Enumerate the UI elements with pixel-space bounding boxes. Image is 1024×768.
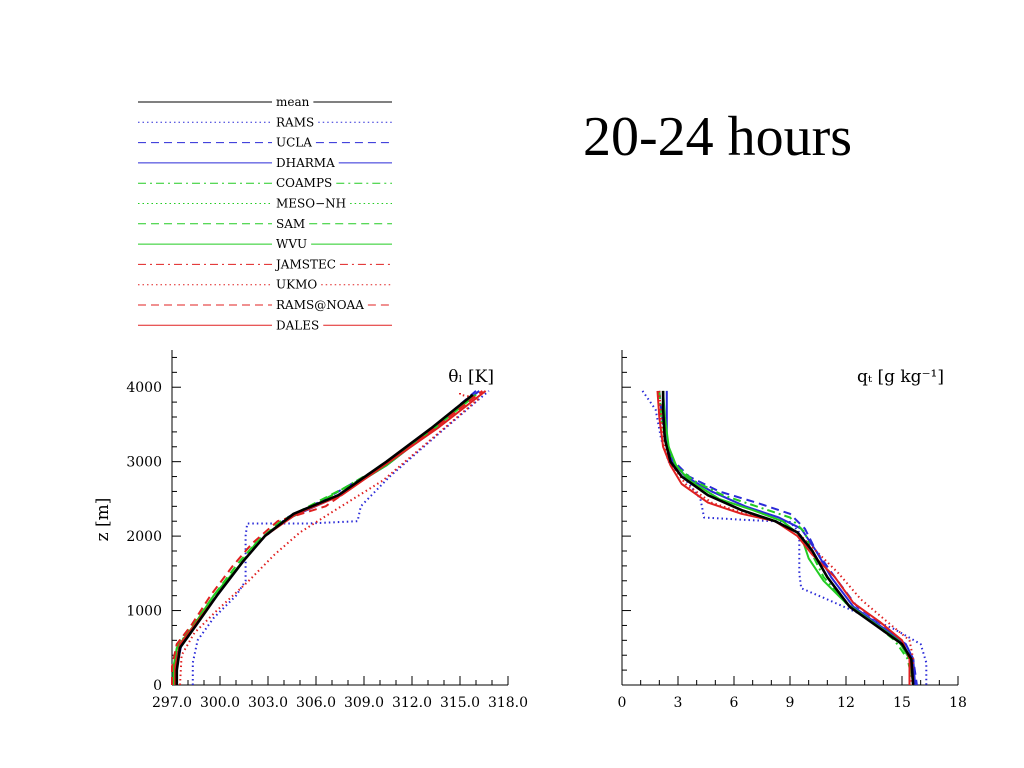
x-tick-label: 3 <box>674 695 683 711</box>
legend-label: WVU <box>276 237 307 251</box>
legend-label: DHARMA <box>276 156 335 170</box>
y-axis-title: z [m] <box>93 498 113 542</box>
y-tick-label: 1000 <box>126 604 162 620</box>
series-line-ucla <box>174 390 477 685</box>
series-line-dales <box>656 390 911 685</box>
series-line-rams <box>641 390 928 685</box>
series-line-sam <box>172 397 471 685</box>
y-tick-label: 3000 <box>126 455 162 471</box>
x-tick-label: 6 <box>730 695 739 711</box>
x-tick-label: 300.0 <box>200 695 240 711</box>
legend: mean RAMS UCLA DHARMA COAMPS MESO−NH SAM WVU JAM… <box>138 95 392 332</box>
y-tick-label: 0 <box>153 678 162 694</box>
legend-label: mean <box>276 95 310 109</box>
series-line-dales <box>174 390 487 685</box>
series-line-ukmo <box>179 390 481 686</box>
x-tick-label: 312.0 <box>392 695 432 711</box>
series-line-coamps <box>658 390 915 686</box>
legend-label: DALES <box>276 318 319 332</box>
legend-label: COAMPS <box>276 176 332 190</box>
series-line-dharma <box>175 390 480 685</box>
x-tick-label: 318.0 <box>488 695 528 711</box>
series-line-mean <box>661 390 915 686</box>
series-line-ukmo <box>658 390 915 686</box>
series-line-dharma <box>665 390 917 686</box>
y-tick-label: 4000 <box>126 380 162 396</box>
x-axis-title: qₜ [g kg⁻¹] <box>857 367 944 387</box>
series-line-wvu <box>172 393 477 685</box>
legend-label: SAM <box>276 217 305 231</box>
series-line-ucla <box>658 390 918 686</box>
x-tick-label: 297.0 <box>152 695 192 711</box>
legend-label: UCLA <box>276 136 312 150</box>
legend-label: JAMSTEC <box>274 257 336 271</box>
theta-plot: 297.0 300.0 303.0 306.0 309.0 312.0 315.0 318.0… <box>93 350 528 711</box>
x-tick-label: 303.0 <box>248 695 288 711</box>
x-tick-label: 18 <box>949 695 967 711</box>
x-tick-label: 9 <box>786 695 795 711</box>
legend-label: RAMS <box>276 115 314 129</box>
legend-label: UKMO <box>276 278 317 292</box>
x-tick-label: 12 <box>837 695 855 711</box>
qt-plot: 0 3 6 9 12 15 18 qₜ [g kg⁻¹] <box>618 350 967 711</box>
x-tick-label: 0 <box>618 695 627 711</box>
x-tick-label: 315.0 <box>440 695 480 711</box>
x-tick-label: 306.0 <box>296 695 336 711</box>
series-line-wvu <box>662 390 915 686</box>
x-tick-label: 15 <box>893 695 911 711</box>
legend-label: RAMS@NOAA <box>276 298 364 312</box>
legend-label: MESO−NH <box>276 197 346 211</box>
x-axis-title: θₗ [K] <box>448 367 494 387</box>
series-line-rams <box>191 390 490 685</box>
x-tick-label: 309.0 <box>344 695 384 711</box>
series-line-mean <box>175 393 474 685</box>
y-tick-label: 2000 <box>126 529 162 545</box>
series-line-coamps <box>172 393 474 685</box>
page-title: 20-24 hours <box>583 106 853 168</box>
